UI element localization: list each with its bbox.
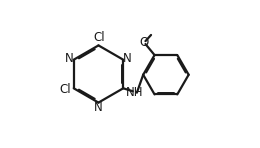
Text: NH: NH <box>126 86 143 99</box>
Text: Cl: Cl <box>93 31 105 44</box>
Text: N: N <box>123 52 132 65</box>
Text: N: N <box>94 101 103 114</box>
Text: Cl: Cl <box>60 83 72 96</box>
Text: N: N <box>65 52 74 65</box>
Text: O: O <box>140 36 149 49</box>
